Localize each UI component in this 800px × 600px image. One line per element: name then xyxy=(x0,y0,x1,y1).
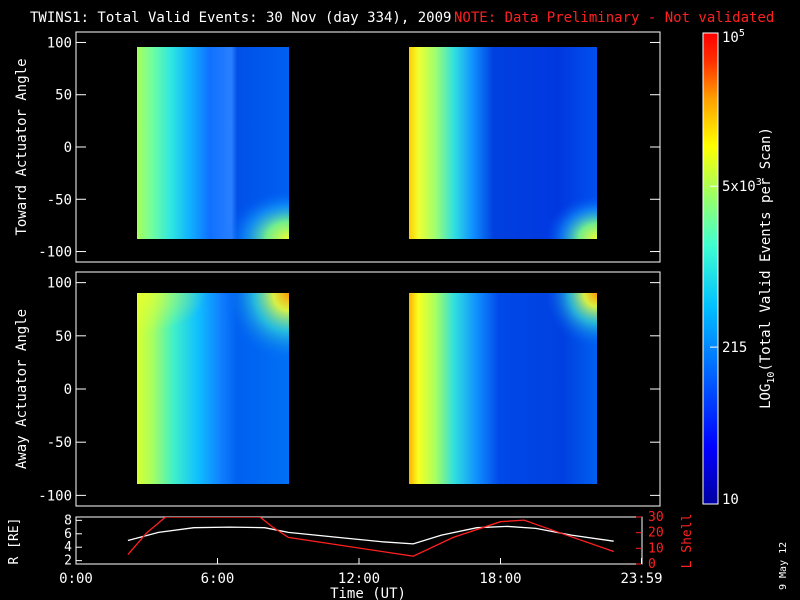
orbit-xtick-label: 0:00 xyxy=(59,571,93,587)
orbit-xlabel: Time (UT) xyxy=(330,586,406,600)
colorbar-tick-label: 215 xyxy=(722,340,747,356)
heatmap-hotspot-away-1b xyxy=(137,293,207,333)
orbit-ytick-label-right: 10 xyxy=(648,541,664,556)
toward-ytick-label: 100 xyxy=(47,35,72,51)
heatmap-hotspot-away-2 xyxy=(545,293,597,348)
away-ytick-label: 50 xyxy=(55,329,72,345)
chart-note: NOTE: Data Preliminary - Not validated xyxy=(454,10,774,26)
orbit-ytick-label: 6 xyxy=(64,527,72,542)
toward-ytick-label: 0 xyxy=(64,140,72,156)
away-ytick-label: -100 xyxy=(38,488,72,504)
orbit-ytick-label-right: 0 xyxy=(648,557,656,572)
orbit-line-r xyxy=(127,525,614,545)
colorbar-tick-label: 105 xyxy=(722,28,745,46)
colorbar-gradient xyxy=(702,32,719,505)
orbit-xtick-label: 12:00 xyxy=(338,571,380,587)
toward-ytick-label: -50 xyxy=(47,192,72,208)
panel-orbit-frame xyxy=(75,516,643,565)
orbit-ylabel-left: R [RE] xyxy=(7,518,22,565)
toward-ytick-label: 50 xyxy=(55,88,72,104)
heatmap-hotspot-toward-2 xyxy=(545,195,597,239)
panel-orbit-lines xyxy=(127,517,614,557)
colorbar-tick-label: 5x103 xyxy=(722,177,762,195)
toward-ytick-label: -100 xyxy=(38,245,72,261)
away-ytick-label: 0 xyxy=(64,382,72,398)
side-date: 9 May 12 xyxy=(778,542,789,590)
panel-toward-heatmap xyxy=(137,47,597,239)
panel-away: -100 -50 0 50 100 Away Actuator Angle xyxy=(14,271,661,507)
colorbar-ticks: 10 215 5x103 105 xyxy=(710,28,762,508)
orbit-ytick-label: 4 xyxy=(64,540,72,555)
colorbar: 10 215 5x103 105 LOG10(Total Valid Events p… xyxy=(702,28,777,508)
panel-away-heatmap xyxy=(137,293,597,484)
orbit-xtick-label: 23:59 xyxy=(620,571,662,587)
panel-away-ylabel: Away Actuator Angle xyxy=(14,309,30,469)
panel-toward-ylabel: Toward Actuator Angle xyxy=(14,58,30,235)
orbit-xtick-label: 18:00 xyxy=(479,571,521,587)
colorbar-label: LOG10(Total Valid Events per Scan) xyxy=(758,127,777,409)
orbit-xtick-label: 6:00 xyxy=(201,571,235,587)
orbit-ylabel-right: L Shell xyxy=(680,514,695,569)
orbit-ytick-label: 2 xyxy=(64,554,72,569)
orbit-line-l xyxy=(127,517,614,557)
heatmap-hotspot-toward-1 xyxy=(225,190,289,239)
panel-toward: -100 -50 0 50 100 Toward Actuator Angle xyxy=(14,31,661,263)
colorbar-tick-label: 10 xyxy=(722,492,739,508)
orbit-ytick-label: 8 xyxy=(64,513,72,528)
panel-toward-yaxis: -100 -50 0 50 100 xyxy=(38,35,660,261)
heatmap-hotspot-away-1a xyxy=(225,293,289,363)
panel-away-yaxis: -100 -50 0 50 100 xyxy=(38,276,660,504)
orbit-ytick-label-right: 30 xyxy=(648,510,664,525)
away-ytick-label: 100 xyxy=(47,276,72,292)
orbit-ytick-label-right: 20 xyxy=(648,526,664,541)
away-ytick-label: -50 xyxy=(47,435,72,451)
chart-title: TWINS1: Total Valid Events: 30 Nov (day … xyxy=(30,10,451,26)
